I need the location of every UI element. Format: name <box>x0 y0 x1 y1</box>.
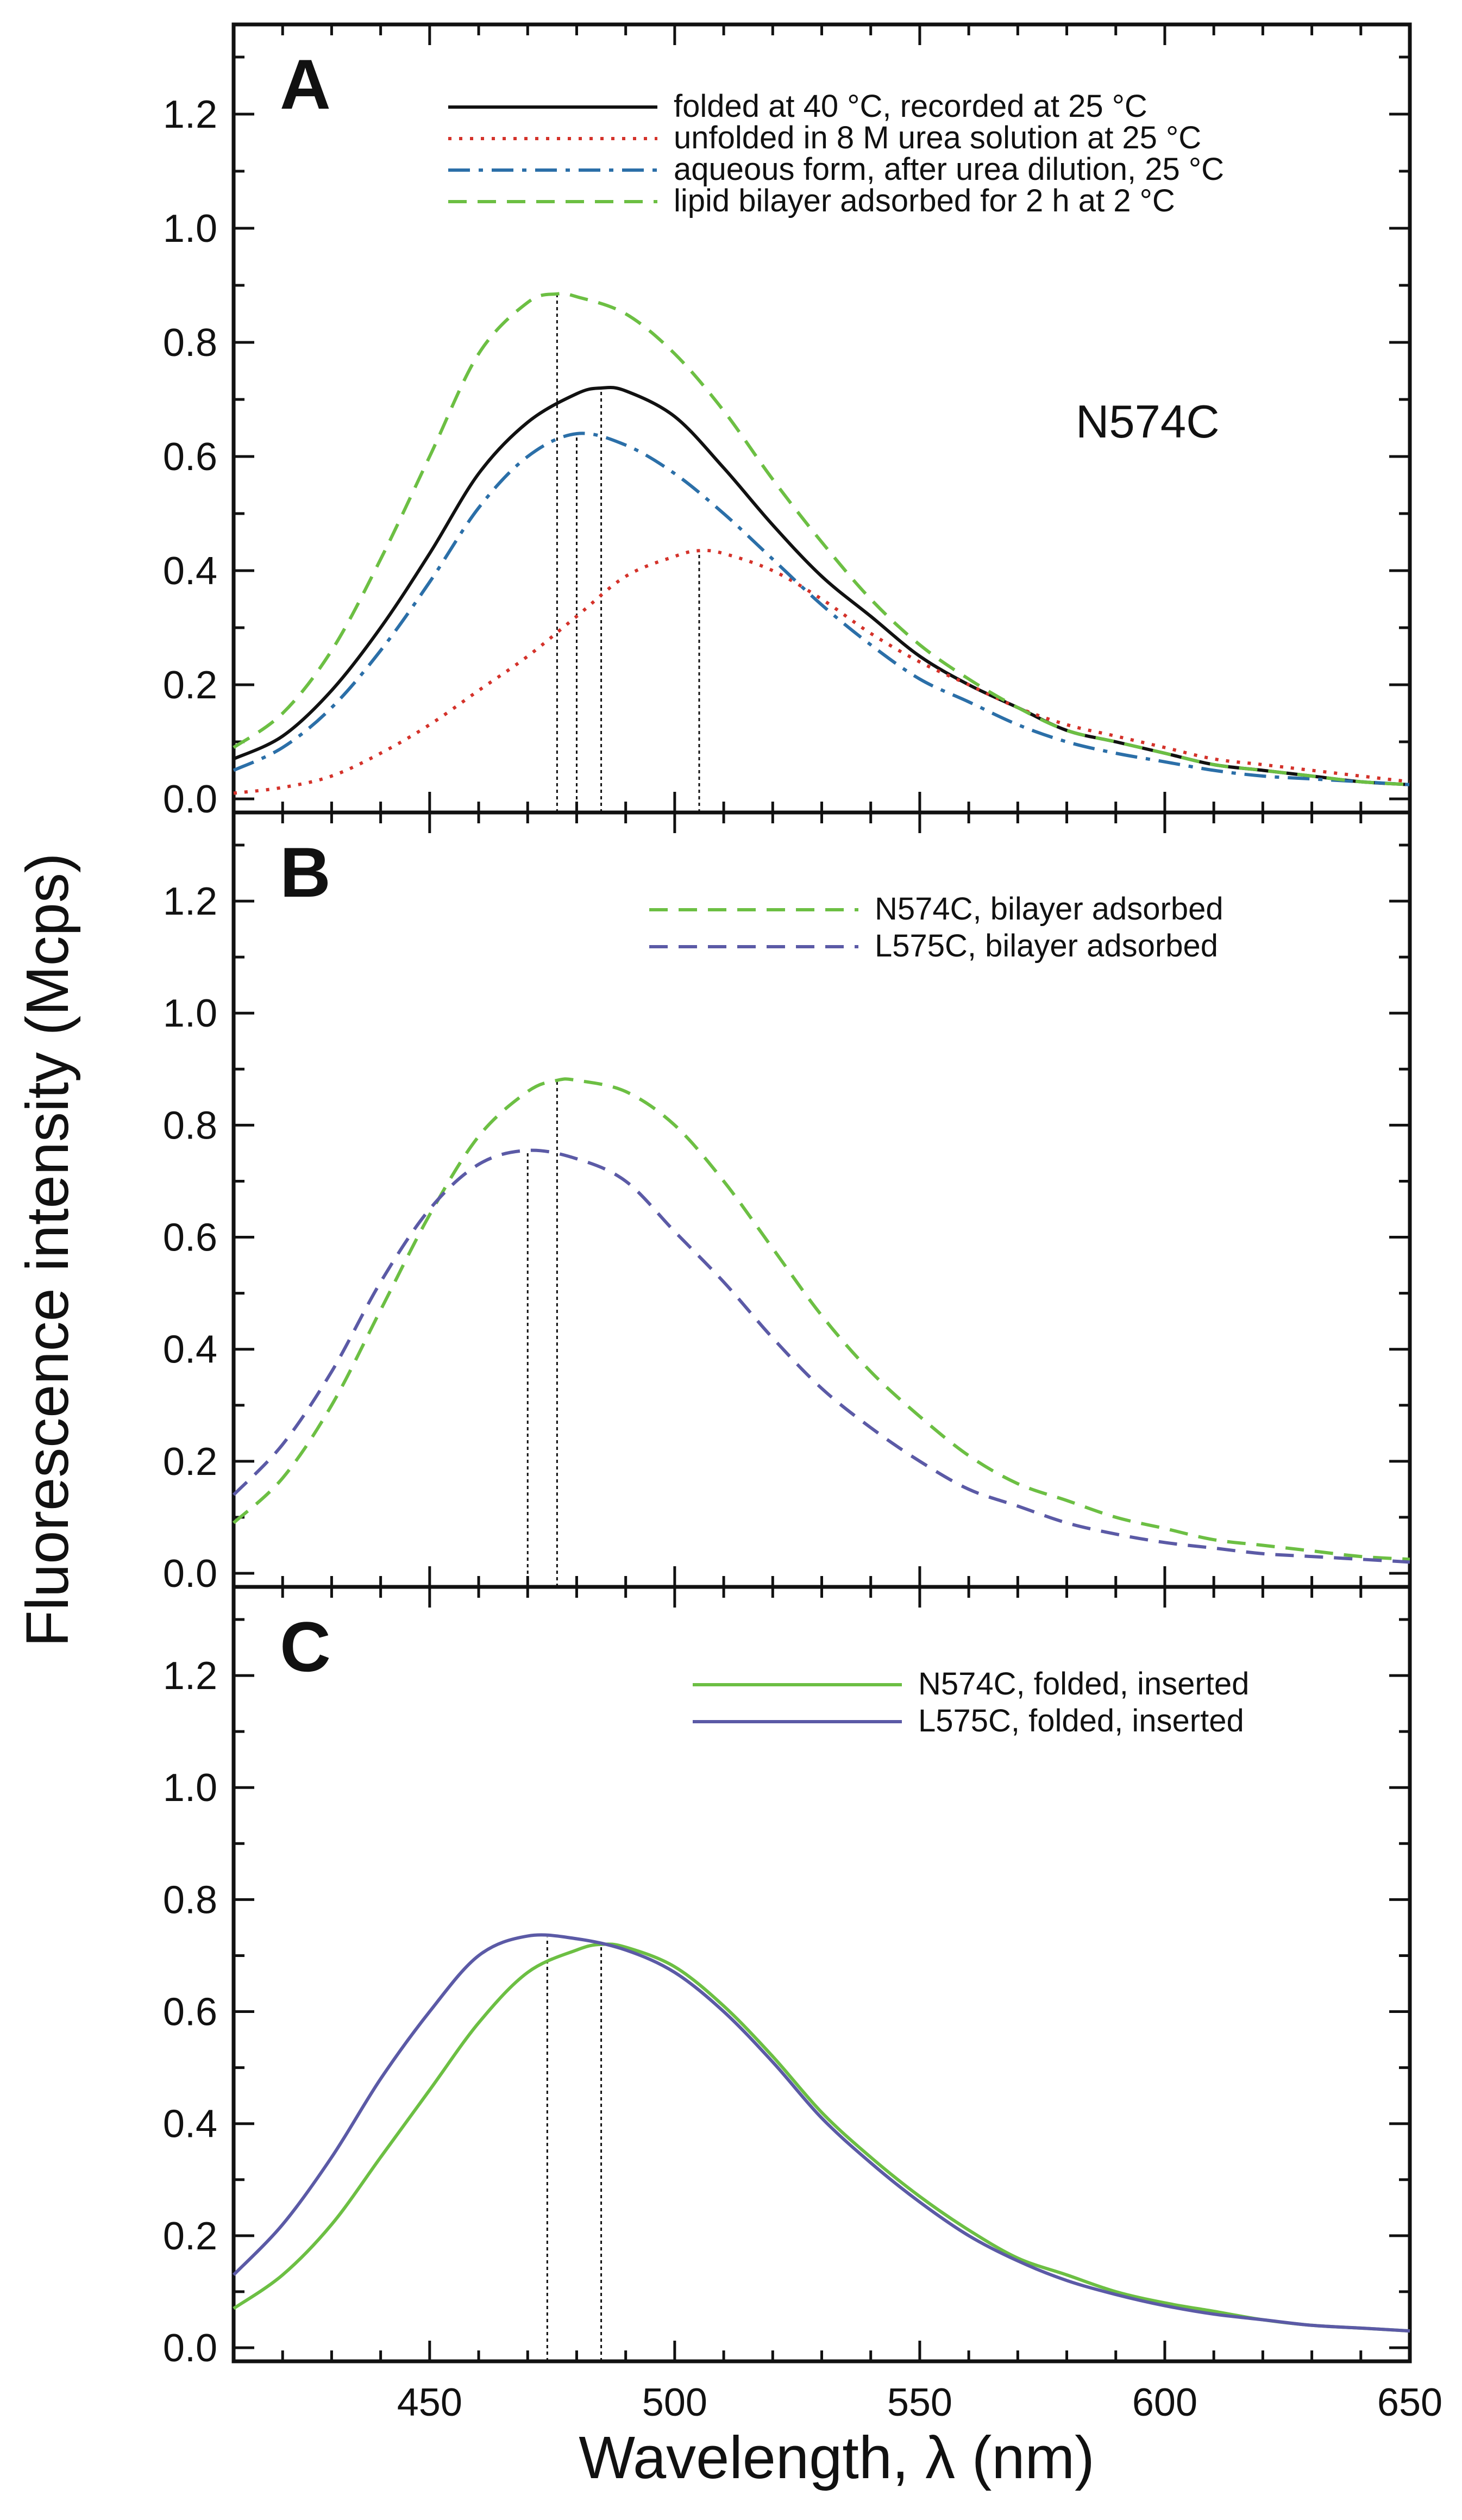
y-tick-label: 0.0 <box>163 778 217 821</box>
y-tick-label: 0.2 <box>163 1440 217 1484</box>
series-line-1 <box>232 1077 1410 1561</box>
y-tick-label: 0.0 <box>163 1552 217 1596</box>
series-line-2 <box>233 548 1410 795</box>
y-tick-label: 0.8 <box>163 321 217 365</box>
y-tick-label: 1.0 <box>163 207 217 251</box>
y-tick-label: 0.8 <box>163 1104 217 1147</box>
y-tick-label: 1.2 <box>163 880 217 923</box>
panel-label: C <box>280 1607 331 1686</box>
sample-annotation: N574C <box>1076 396 1220 448</box>
y-tick-label: 0.6 <box>163 1216 217 1260</box>
y-tick-label: 0.4 <box>163 1328 217 1372</box>
y-tick-label: 0.2 <box>163 2215 217 2258</box>
plot-root: 0.0 0.2 0.4 0.6 0.8 1.0 1.2 A N574C folded at 40 … <box>163 22 1442 2424</box>
x-axis-label: Wavelength, λ (nm) <box>579 2424 1095 2491</box>
y-tick-label: 0.6 <box>163 435 217 479</box>
x-tick-label: 500 <box>642 2381 707 2424</box>
series-line-2 <box>232 1148 1410 1564</box>
panel-frame <box>231 810 1412 1589</box>
panel-b: 0.0 0.2 0.4 0.6 0.8 1.0 1.2 B N574C, bilayer ads… <box>163 810 1412 1596</box>
legend-entry: L575C, folded, inserted <box>918 1703 1244 1739</box>
x-tick-label: 450 <box>397 2381 462 2424</box>
y-tick-label: 0.6 <box>163 1991 217 2034</box>
legend-entry: L575C, bilayer adsorbed <box>875 928 1218 964</box>
y-tick-label: 0.4 <box>163 549 217 593</box>
y-tick-label: 1.2 <box>163 93 217 136</box>
panel-label: B <box>280 833 331 912</box>
y-tick-label: 0.4 <box>163 2103 217 2146</box>
legend-entry: lipid bilayer adsorbed for 2 h at 2 °C <box>674 183 1175 218</box>
series-line-3 <box>233 432 1410 786</box>
x-tick-label: 600 <box>1132 2381 1197 2424</box>
series-line-1 <box>233 385 1410 786</box>
y-tick-label: 1.0 <box>163 1766 217 1810</box>
legend-entry: N574C, bilayer adsorbed <box>875 891 1223 927</box>
x-tick-label: 650 <box>1377 2381 1442 2424</box>
y-tick-label: 0.2 <box>163 664 217 707</box>
legend-entry: folded at 40 °C, recorded at 25 °C <box>674 89 1147 124</box>
x-tick-label: 550 <box>887 2381 952 2424</box>
series-line-1 <box>233 1942 1410 2333</box>
panel-a: 0.0 0.2 0.4 0.6 0.8 1.0 1.2 A N574C folded at 40 … <box>163 22 1412 821</box>
legend-entry: aqueous form, after urea dilution, 25 °C <box>674 152 1224 187</box>
y-axis-label: Fluorescence intensity (Mcps) <box>14 853 81 1647</box>
y-tick-label: 1.0 <box>163 992 217 1035</box>
series-line-2 <box>232 1933 1410 2333</box>
legend: folded at 40 °C, recorded at 25 °Cunfold… <box>448 89 1224 218</box>
y-tick-label: 0.8 <box>163 1878 217 1922</box>
legend-entry: unfolded in 8 M urea solution at 25 °C <box>674 120 1201 155</box>
panel-c: 0.0 0.2 0.4 0.6 0.8 1.0 1.2 C N574C, folded, ins… <box>163 1585 1412 2370</box>
y-tick-label: 1.2 <box>163 1654 217 1698</box>
panel-label: A <box>280 45 331 124</box>
y-tick-label: 0.0 <box>163 2327 217 2370</box>
legend-entry: N574C, folded, inserted <box>918 1666 1249 1702</box>
series-line-4 <box>233 291 1410 786</box>
